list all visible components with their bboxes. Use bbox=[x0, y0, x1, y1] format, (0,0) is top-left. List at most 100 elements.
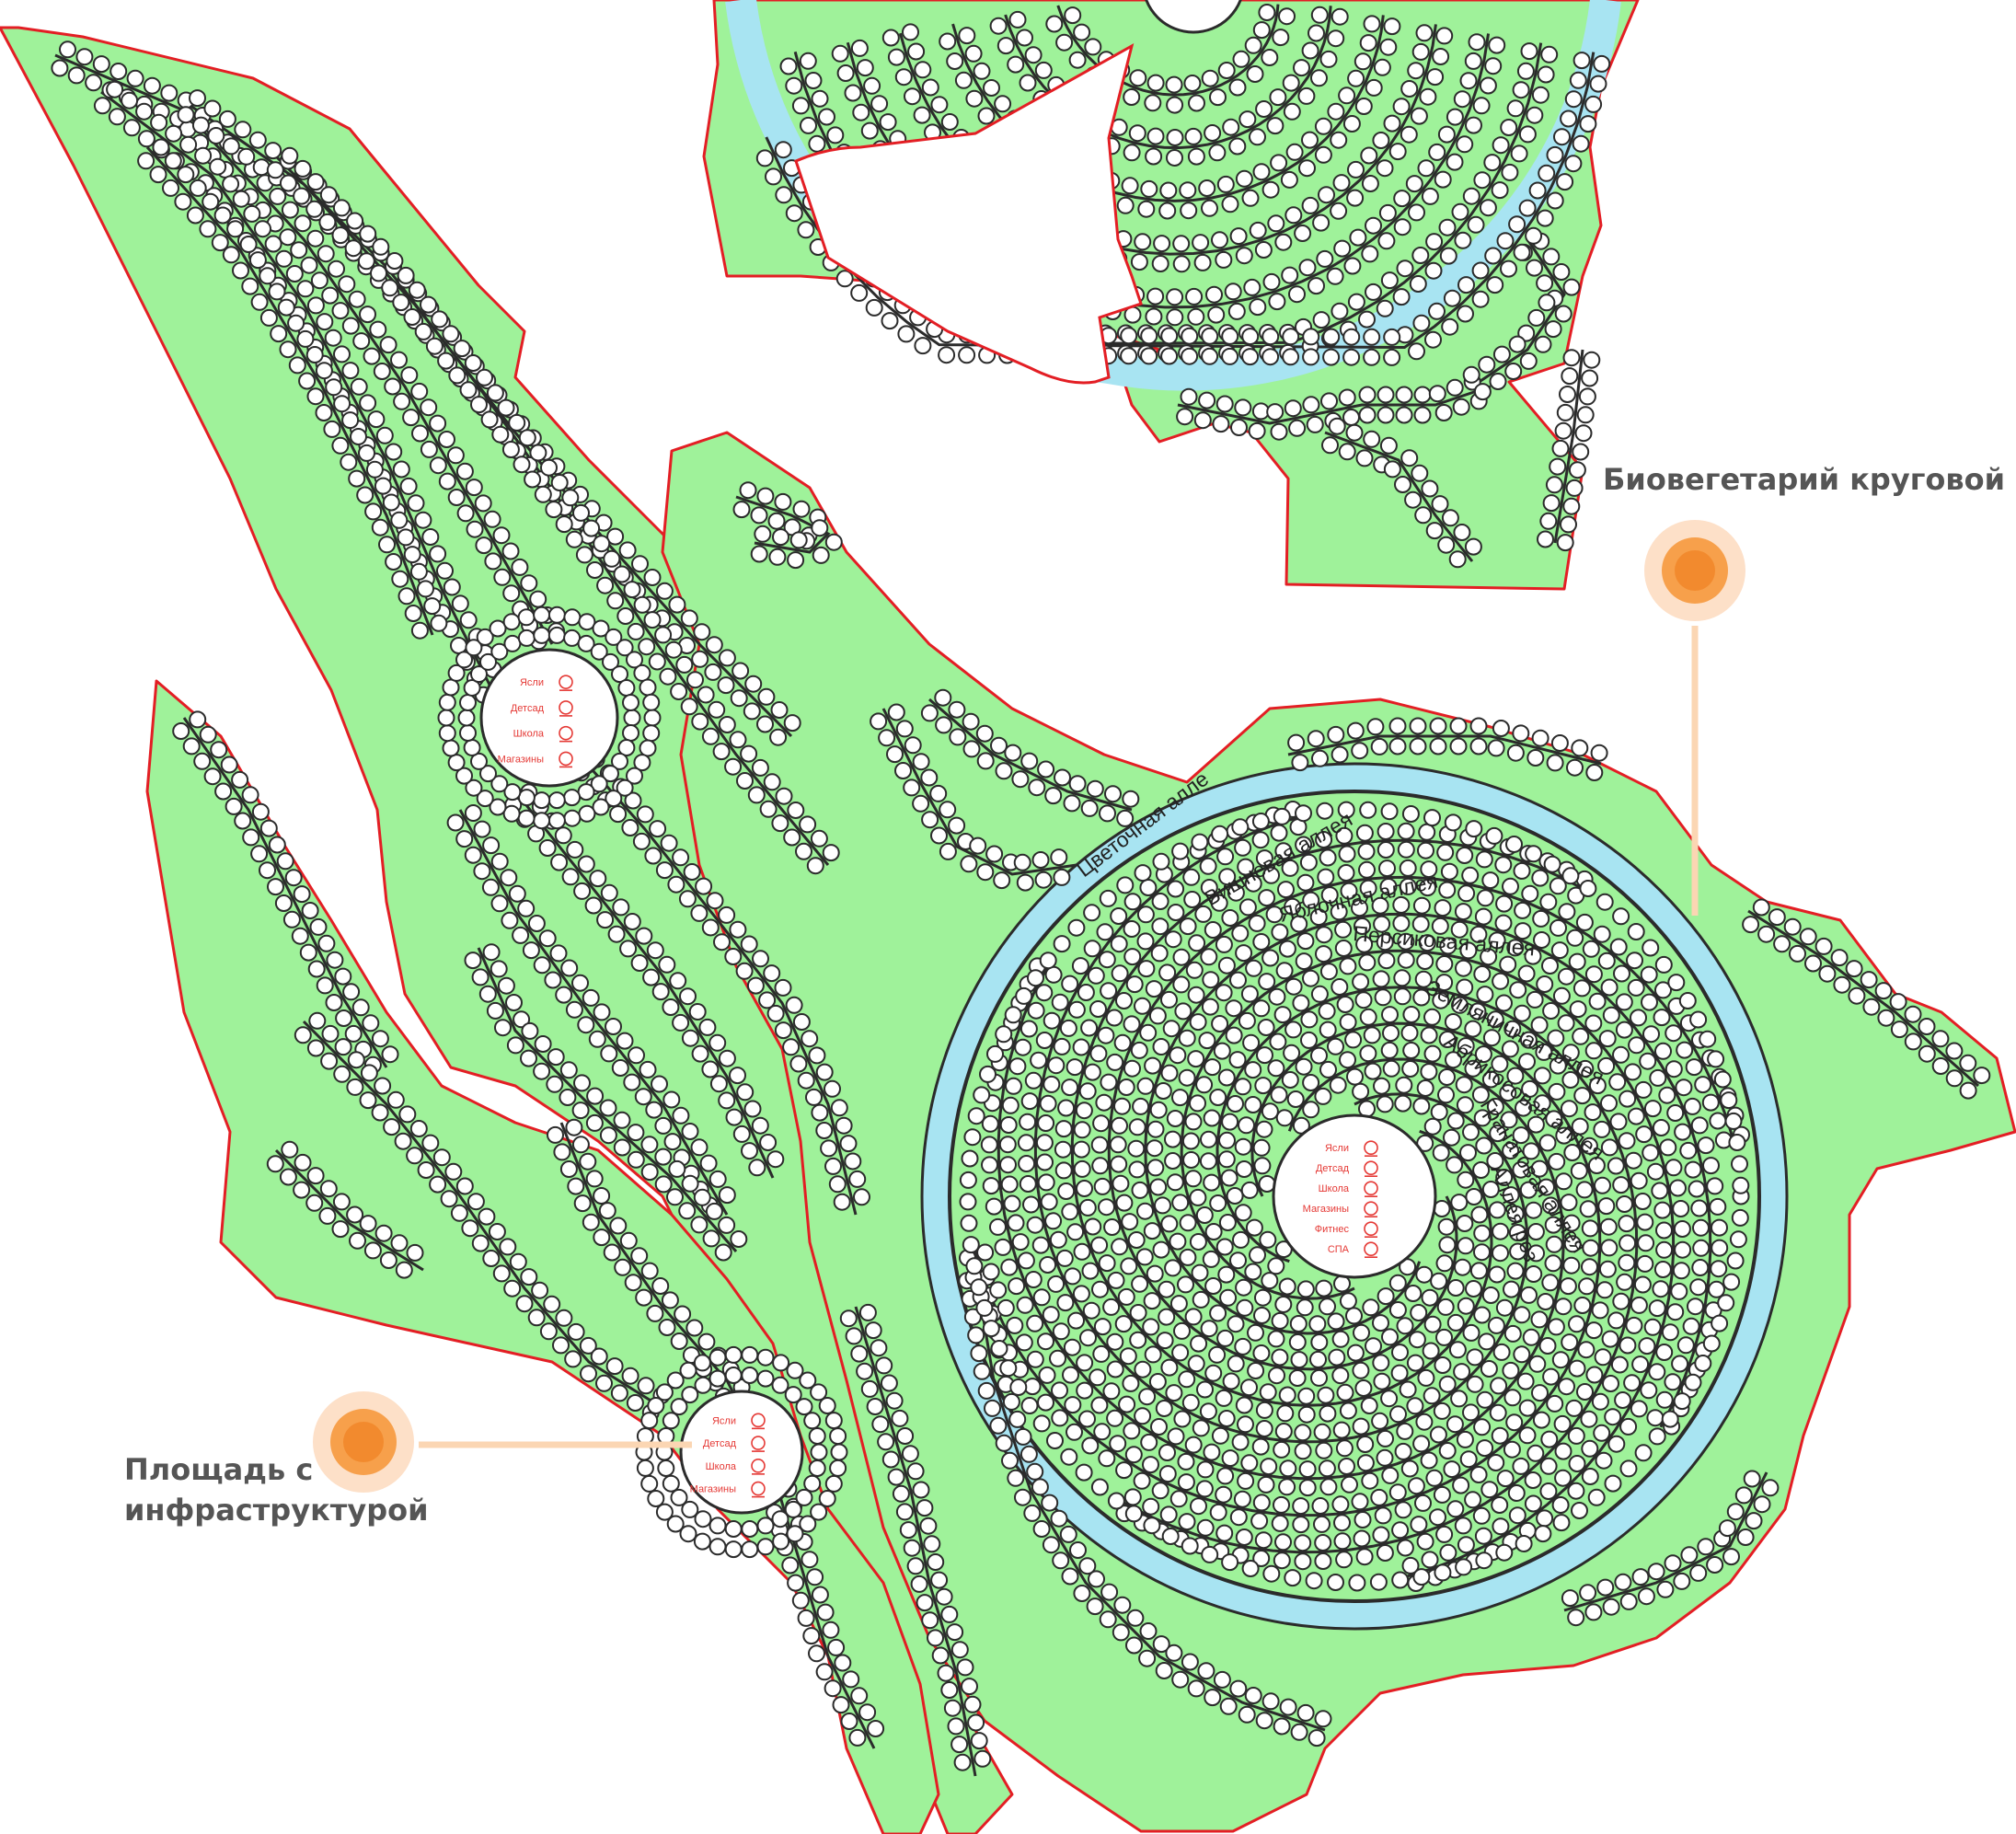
plot-marker[interactable] bbox=[1374, 1506, 1392, 1525]
plot-marker[interactable] bbox=[1089, 1368, 1107, 1387]
plot-marker[interactable] bbox=[1321, 436, 1339, 455]
plot-marker[interactable] bbox=[325, 378, 343, 397]
plot-marker[interactable] bbox=[1302, 969, 1319, 987]
plot-marker[interactable] bbox=[1179, 1214, 1197, 1232]
plot-marker[interactable] bbox=[1319, 1021, 1337, 1039]
plot-marker[interactable] bbox=[870, 1339, 888, 1357]
plot-marker[interactable] bbox=[580, 1365, 597, 1383]
plot-marker[interactable] bbox=[1594, 1176, 1611, 1194]
plot-marker[interactable] bbox=[1294, 1442, 1312, 1460]
plot-marker[interactable] bbox=[858, 1303, 877, 1321]
plot-marker[interactable] bbox=[508, 884, 526, 903]
plot-marker[interactable] bbox=[775, 787, 793, 805]
plot-marker[interactable] bbox=[1500, 260, 1517, 278]
plot-marker[interactable] bbox=[1706, 1177, 1724, 1195]
plot-marker[interactable] bbox=[1546, 191, 1564, 210]
plot-marker[interactable] bbox=[598, 1202, 616, 1220]
plot-marker[interactable] bbox=[1090, 1396, 1109, 1414]
plot-marker[interactable] bbox=[1552, 986, 1571, 1005]
plot-marker[interactable] bbox=[379, 336, 397, 354]
plot-marker[interactable] bbox=[1421, 1288, 1439, 1307]
plot-marker[interactable] bbox=[1469, 737, 1488, 756]
plot-marker[interactable] bbox=[1665, 1060, 1683, 1078]
plot-marker[interactable] bbox=[1471, 1086, 1490, 1104]
plot-marker[interactable] bbox=[1104, 785, 1122, 803]
plot-marker[interactable] bbox=[963, 1695, 982, 1713]
plot-marker[interactable] bbox=[1234, 1337, 1252, 1355]
plot-marker[interactable] bbox=[529, 444, 547, 462]
plot-marker[interactable] bbox=[666, 1188, 684, 1206]
plot-marker[interactable] bbox=[1002, 1392, 1020, 1411]
plot-marker[interactable] bbox=[1156, 1332, 1174, 1350]
plot-marker[interactable] bbox=[409, 1120, 428, 1137]
plot-marker[interactable] bbox=[1210, 894, 1228, 912]
plot-marker[interactable] bbox=[108, 108, 126, 126]
plot-marker[interactable] bbox=[1396, 260, 1414, 278]
plot-marker[interactable] bbox=[342, 983, 361, 1001]
plot-marker[interactable] bbox=[1468, 33, 1486, 52]
plot-marker[interactable] bbox=[1354, 991, 1373, 1009]
plot-marker[interactable] bbox=[547, 812, 566, 830]
plot-marker[interactable] bbox=[1637, 1587, 1655, 1606]
plot-marker[interactable] bbox=[1298, 159, 1316, 178]
plot-marker[interactable] bbox=[1316, 249, 1334, 268]
plot-marker[interactable] bbox=[828, 1175, 847, 1194]
plot-marker[interactable] bbox=[1545, 1235, 1563, 1253]
plot-marker[interactable] bbox=[865, 298, 883, 317]
plot-marker[interactable] bbox=[1525, 845, 1543, 863]
plot-marker[interactable] bbox=[480, 410, 499, 429]
plot-marker[interactable] bbox=[1172, 255, 1191, 273]
plot-marker[interactable] bbox=[797, 1071, 815, 1090]
plot-marker[interactable] bbox=[1613, 964, 1630, 983]
plot-marker[interactable] bbox=[1630, 1400, 1648, 1418]
plot-marker[interactable] bbox=[210, 741, 228, 759]
plot-marker[interactable] bbox=[842, 1670, 860, 1689]
plot-marker[interactable] bbox=[252, 158, 271, 177]
plot-marker[interactable] bbox=[1313, 1423, 1331, 1441]
plot-marker[interactable] bbox=[1143, 1517, 1161, 1535]
plot-marker[interactable] bbox=[1024, 1071, 1043, 1090]
plot-marker[interactable] bbox=[1277, 881, 1295, 899]
plot-marker[interactable] bbox=[1124, 1505, 1143, 1523]
plot-marker[interactable] bbox=[1684, 1373, 1702, 1391]
plot-marker[interactable] bbox=[1575, 1181, 1594, 1199]
plot-marker[interactable] bbox=[1228, 137, 1247, 156]
plot-marker[interactable] bbox=[1342, 409, 1360, 426]
plot-marker[interactable] bbox=[1469, 925, 1488, 943]
plot-marker[interactable] bbox=[306, 1039, 325, 1057]
plot-marker[interactable] bbox=[1275, 962, 1294, 980]
plot-marker[interactable] bbox=[1066, 1423, 1083, 1441]
plot-marker[interactable] bbox=[1296, 1298, 1314, 1317]
plot-marker[interactable] bbox=[1446, 1112, 1465, 1130]
plot-marker[interactable] bbox=[1411, 915, 1430, 933]
plot-marker[interactable] bbox=[651, 1277, 670, 1295]
plot-marker[interactable] bbox=[961, 1149, 979, 1168]
plot-marker[interactable] bbox=[1359, 801, 1377, 819]
plot-marker[interactable] bbox=[1354, 52, 1372, 71]
plot-marker[interactable] bbox=[1236, 1298, 1254, 1317]
plot-marker[interactable] bbox=[607, 925, 626, 943]
plot-marker[interactable] bbox=[1193, 411, 1212, 430]
plot-marker[interactable] bbox=[1090, 1478, 1109, 1496]
plot-marker[interactable] bbox=[902, 23, 919, 41]
plot-marker[interactable] bbox=[1306, 415, 1324, 433]
plot-marker[interactable] bbox=[1412, 1435, 1431, 1453]
plot-marker[interactable] bbox=[786, 1361, 804, 1379]
plot-marker[interactable] bbox=[1145, 980, 1163, 998]
plot-marker[interactable] bbox=[1702, 1157, 1720, 1175]
plot-marker[interactable] bbox=[1182, 1151, 1201, 1169]
plot-marker[interactable] bbox=[921, 811, 939, 829]
plot-marker[interactable] bbox=[1518, 199, 1537, 217]
plot-marker[interactable] bbox=[1364, 1062, 1382, 1080]
plot-marker[interactable] bbox=[1182, 868, 1201, 886]
plot-marker[interactable] bbox=[1052, 1322, 1070, 1341]
plot-marker[interactable] bbox=[1249, 298, 1267, 317]
plot-marker[interactable] bbox=[1138, 1388, 1157, 1406]
plot-marker[interactable] bbox=[724, 757, 743, 776]
plot-marker[interactable] bbox=[1346, 189, 1365, 207]
plot-marker[interactable] bbox=[1539, 893, 1558, 911]
plot-marker[interactable] bbox=[646, 1304, 664, 1322]
plot-marker[interactable] bbox=[1601, 1330, 1619, 1348]
plot-marker[interactable] bbox=[1064, 1267, 1082, 1286]
plot-marker[interactable] bbox=[1215, 250, 1233, 269]
